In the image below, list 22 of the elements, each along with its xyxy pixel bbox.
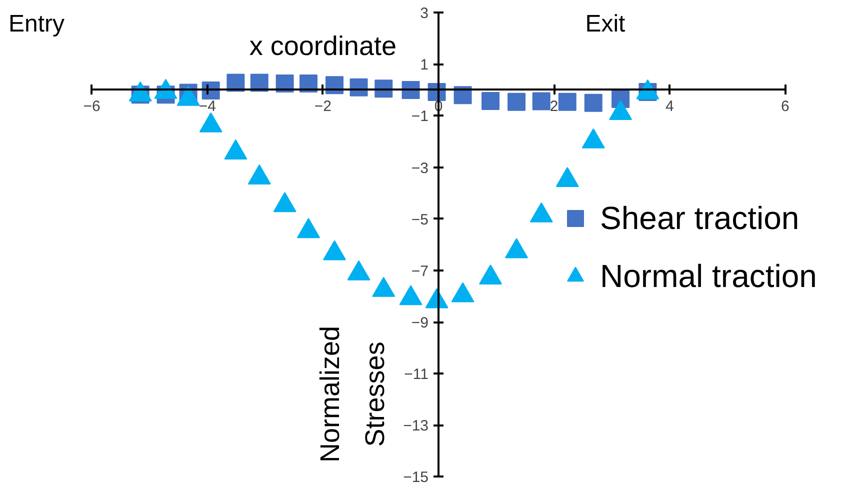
legend-label: Shear traction xyxy=(600,200,800,236)
y-tick-label: −1 xyxy=(411,108,429,126)
x-tick-label: 4 xyxy=(665,98,674,115)
y-tick-label: 3 xyxy=(420,5,429,22)
x-axis-title: x coordinate xyxy=(249,31,396,62)
annotation: Exit xyxy=(585,10,626,38)
x-tick-label: −2 xyxy=(314,98,332,115)
y-tick-label: −15 xyxy=(403,469,429,486)
y-tick-label: −9 xyxy=(411,314,429,332)
x-tick-label: 6 xyxy=(781,98,790,115)
x-tick-label: 2 xyxy=(550,98,558,115)
y-tick-label: 1 xyxy=(420,56,429,74)
y-tick-label: −3 xyxy=(411,160,429,177)
y-tick-label: −5 xyxy=(411,211,429,228)
x-tick-label: −4 xyxy=(198,98,216,115)
y-axis-title: Normalized Stresses xyxy=(314,326,390,462)
x-tick-label: −6 xyxy=(83,98,100,115)
y-tick-label: −11 xyxy=(404,366,429,384)
text: Entry xyxy=(8,10,65,38)
legend-label: Normal traction xyxy=(600,258,817,294)
y-tick-label: −13 xyxy=(403,418,429,435)
y-tick-label: −7 xyxy=(411,262,429,280)
